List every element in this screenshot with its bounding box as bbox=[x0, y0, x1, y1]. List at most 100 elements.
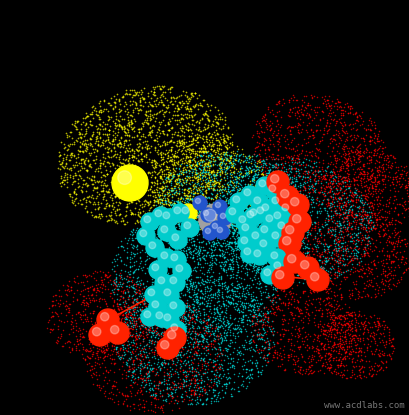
Point bbox=[255, 265, 262, 272]
Point bbox=[191, 377, 198, 383]
Point bbox=[102, 124, 108, 131]
Point bbox=[201, 204, 207, 210]
Point bbox=[319, 156, 326, 163]
Point bbox=[265, 246, 271, 253]
Point bbox=[229, 160, 236, 166]
Point bbox=[384, 177, 391, 183]
Point bbox=[185, 364, 191, 371]
Point bbox=[327, 351, 334, 357]
Point bbox=[368, 121, 375, 128]
Circle shape bbox=[141, 213, 159, 231]
Point bbox=[271, 205, 278, 211]
Point bbox=[158, 202, 164, 208]
Point bbox=[185, 206, 191, 213]
Point bbox=[195, 161, 202, 168]
Point bbox=[147, 392, 153, 398]
Point bbox=[78, 278, 84, 285]
Point bbox=[177, 208, 184, 215]
Point bbox=[171, 329, 178, 336]
Point bbox=[339, 192, 345, 199]
Point bbox=[213, 276, 219, 283]
Point bbox=[364, 327, 371, 333]
Point bbox=[211, 160, 217, 167]
Point bbox=[214, 346, 220, 352]
Point bbox=[193, 290, 200, 296]
Point bbox=[110, 145, 117, 152]
Point bbox=[64, 146, 71, 152]
Point bbox=[141, 290, 148, 297]
Point bbox=[129, 298, 136, 304]
Point bbox=[70, 175, 76, 182]
Point bbox=[359, 330, 365, 337]
Point bbox=[216, 330, 222, 337]
Point bbox=[263, 322, 270, 329]
Point bbox=[247, 204, 254, 211]
Point bbox=[207, 153, 213, 160]
Point bbox=[191, 329, 198, 336]
Point bbox=[252, 204, 259, 210]
Point bbox=[346, 291, 352, 298]
Point bbox=[222, 167, 228, 173]
Point bbox=[248, 219, 255, 225]
Point bbox=[246, 239, 252, 246]
Point bbox=[114, 122, 120, 128]
Point bbox=[139, 337, 146, 344]
Point bbox=[269, 317, 276, 324]
Point bbox=[184, 119, 191, 126]
Point bbox=[156, 83, 162, 89]
Point bbox=[382, 259, 388, 266]
Point bbox=[137, 314, 143, 321]
Point bbox=[348, 336, 355, 342]
Point bbox=[191, 387, 198, 394]
Point bbox=[254, 210, 260, 216]
Point bbox=[165, 191, 172, 198]
Point bbox=[263, 341, 270, 347]
Point bbox=[335, 204, 342, 211]
Point bbox=[155, 362, 162, 369]
Point bbox=[318, 311, 324, 317]
Point bbox=[226, 239, 232, 245]
Point bbox=[301, 178, 308, 185]
Point bbox=[308, 370, 315, 376]
Point bbox=[297, 108, 303, 115]
Point bbox=[215, 274, 221, 281]
Point bbox=[359, 204, 366, 211]
Point bbox=[203, 321, 210, 327]
Point bbox=[382, 242, 389, 248]
Point bbox=[336, 227, 343, 233]
Point bbox=[205, 382, 212, 389]
Point bbox=[151, 85, 157, 92]
Point bbox=[360, 215, 366, 221]
Point bbox=[376, 322, 382, 329]
Point bbox=[353, 197, 360, 204]
Point bbox=[246, 218, 252, 225]
Point bbox=[130, 325, 136, 332]
Point bbox=[93, 382, 100, 389]
Point bbox=[325, 299, 332, 306]
Point bbox=[286, 346, 293, 353]
Point bbox=[331, 159, 338, 166]
Point bbox=[289, 189, 296, 196]
Point bbox=[347, 317, 354, 323]
Point bbox=[161, 345, 168, 352]
Point bbox=[182, 374, 189, 380]
Point bbox=[304, 365, 311, 372]
Point bbox=[331, 226, 337, 233]
Point bbox=[258, 229, 265, 236]
Point bbox=[54, 339, 60, 346]
Point bbox=[234, 186, 240, 193]
Point bbox=[288, 263, 294, 270]
Point bbox=[222, 221, 228, 227]
Point bbox=[342, 336, 348, 342]
Point bbox=[385, 285, 392, 292]
Point bbox=[323, 322, 329, 329]
Point bbox=[83, 295, 90, 302]
Point bbox=[220, 205, 227, 212]
Point bbox=[153, 351, 160, 358]
Point bbox=[114, 132, 120, 139]
Point bbox=[237, 208, 244, 214]
Point bbox=[191, 103, 198, 109]
Point bbox=[324, 256, 330, 263]
Point bbox=[117, 288, 124, 295]
Point bbox=[173, 237, 180, 244]
